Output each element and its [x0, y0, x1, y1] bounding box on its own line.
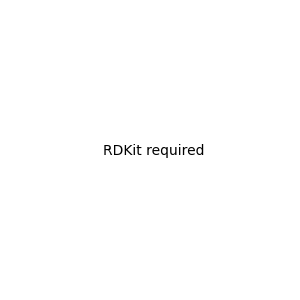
Text: RDKit required: RDKit required [103, 145, 205, 158]
